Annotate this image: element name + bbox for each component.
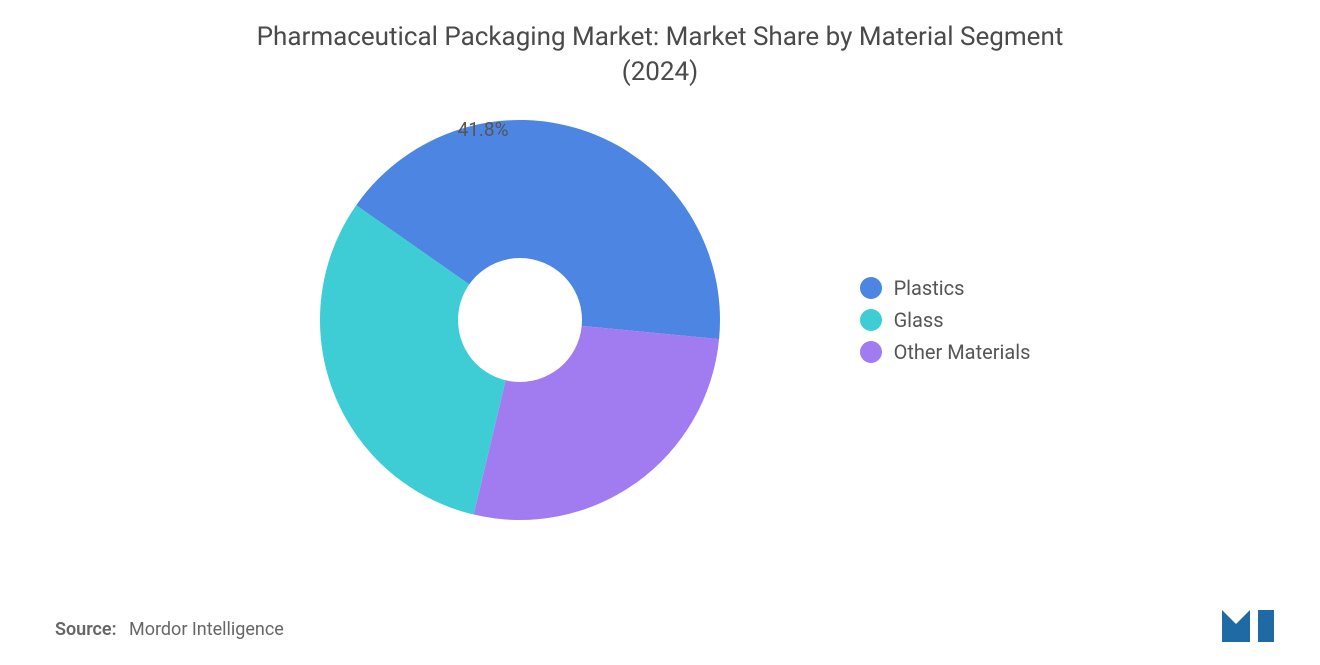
source-key: Source: [55, 619, 117, 640]
chart-container: 41.8% Plastics Glass Other Materials [0, 120, 1320, 520]
legend-item-other-materials: Other Materials [860, 340, 1031, 364]
logo-bar [1236, 610, 1250, 642]
title-line-1: Pharmaceutical Packaging Market: Market … [0, 20, 1320, 55]
source-footer: Source: Mordor Intelligence [55, 619, 284, 640]
logo-icon [1218, 600, 1288, 646]
legend-marker [860, 277, 882, 299]
brand-logo [1218, 600, 1288, 650]
logo-bar [1258, 610, 1274, 642]
chart-title: Pharmaceutical Packaging Market: Market … [0, 0, 1320, 90]
legend-item-plastics: Plastics [860, 276, 1031, 300]
legend-marker [860, 341, 882, 363]
slice-data-label: 41.8% [458, 118, 509, 141]
legend-item-glass: Glass [860, 308, 1031, 332]
source-value: Mordor Intelligence [129, 619, 284, 640]
legend-label: Plastics [894, 276, 965, 300]
logo-bar [1222, 610, 1236, 642]
legend-marker [860, 309, 882, 331]
legend: Plastics Glass Other Materials [860, 276, 1031, 364]
title-line-2: (2024) [0, 55, 1320, 90]
legend-label: Other Materials [894, 340, 1031, 364]
donut-chart: 41.8% [320, 120, 720, 520]
legend-label: Glass [894, 308, 944, 332]
donut-hole [458, 258, 582, 382]
